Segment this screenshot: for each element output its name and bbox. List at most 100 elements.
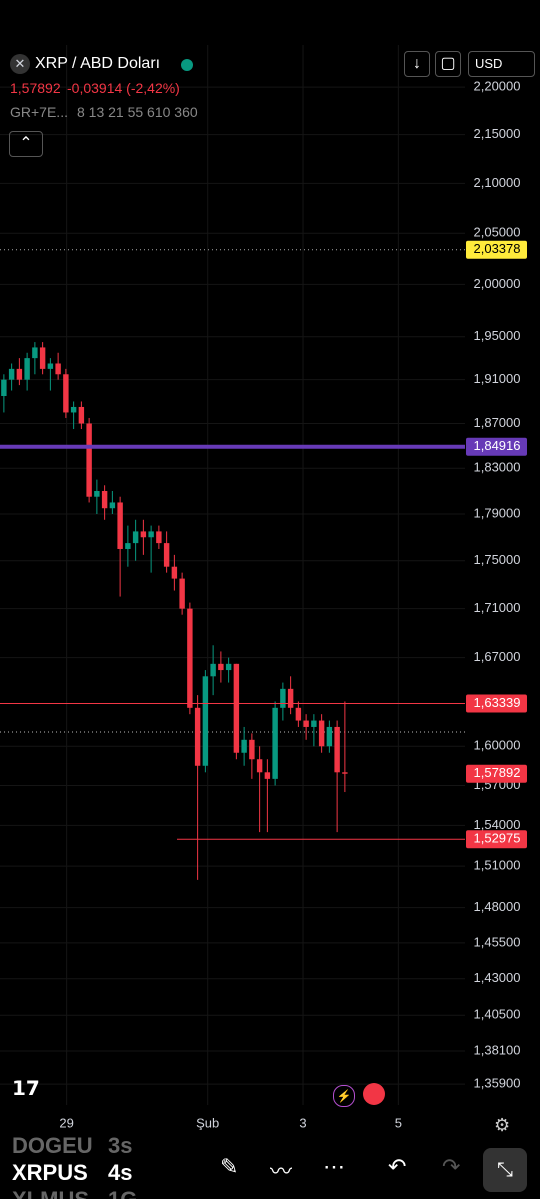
candle-body [148,531,154,538]
candle-body [94,490,100,497]
candle-body [70,406,77,413]
redo-button[interactable]: ↷ [442,1154,461,1179]
indicator-name: GR+7E... [10,104,68,120]
candle-body [156,531,162,544]
watchlist-interval[interactable]: 3s [108,1133,133,1158]
undo-button[interactable]: ↶ [388,1154,407,1179]
x-tick-label: 29 [59,1115,73,1130]
candle-body [171,566,178,579]
indicator-params: 8 13 21 55 610 360 [77,104,198,120]
status-dot [181,59,193,71]
y-tick-label: 1,79000 [474,505,521,520]
y-tick-label: 1,83000 [474,460,521,475]
fullscreen-button[interactable]: ▢ [435,51,461,77]
watchlist-symbol[interactable]: DOGEU [12,1133,93,1158]
symbol-title: XRP / ABD Doları [35,55,161,72]
x-tick-label: 3 [299,1115,306,1130]
currency: USD [475,56,503,71]
y-tick-label: 1,43000 [474,970,521,985]
y-tick-label: 1,45500 [474,934,521,949]
candle-body [63,374,69,413]
candle-body [249,739,255,760]
price-label-bg [466,830,527,849]
candle-body [194,707,201,766]
price-label: 1,52975 [474,831,521,846]
x-tick-label: Şub [196,1115,219,1130]
y-tick-label: 1,38100 [474,1042,521,1057]
y-tick-label: 1,87000 [474,415,521,430]
exit-fullscreen[interactable]: ⤡ [483,1148,527,1192]
candle-body [225,663,232,671]
candle-body [125,543,131,549]
trend-tool[interactable]: 〰 [270,1159,293,1184]
price-change: -0,03914 (-2,42%) [67,80,180,96]
watchlist-interval[interactable]: 4s [108,1160,133,1185]
y-tick-label: 2,15000 [474,126,521,141]
currency-select[interactable]: USD [468,51,535,77]
candle-body [140,531,147,538]
candle-body [326,726,333,747]
candle-body [202,676,209,766]
close-button[interactable]: ✕ [10,54,30,74]
price-label: 1,63339 [474,695,521,710]
candle-body [287,688,294,708]
y-tick-label: 2,10000 [474,175,521,190]
y-tick-label: 1,95000 [474,328,521,343]
price-label-bg [466,694,527,713]
chart: 2,20000 2,15000 2,10000 2,05000 2,00000 1,950… [0,45,527,1130]
y-tick-label: 1,67000 [474,649,521,664]
logo: 𝟭𝟳 [12,1078,40,1100]
event-icon[interactable]: ⚡ [333,1085,355,1107]
candle-body [8,368,15,380]
y-tick-label: 1,71000 [474,600,521,615]
watchlist-symbol[interactable]: XRPUS [12,1160,88,1185]
candle-body [1,379,7,397]
price-label-bg [466,437,527,456]
download-button[interactable]: ↓ [404,51,430,77]
y-tick-label: 1,60000 [474,738,521,753]
draw-tool[interactable]: ✎ [220,1154,239,1179]
candle-body [280,688,286,708]
candle-body [218,663,224,671]
price-label: 2,03378 [474,241,521,256]
flag-icon[interactable] [363,1083,385,1105]
y-tick-label: 1,35900 [474,1076,521,1091]
y-tick-label: 2,20000 [474,79,521,94]
candle-body [16,368,23,380]
collapse-button[interactable]: ⌃ [9,131,43,157]
candle-body [117,502,123,549]
candle-body [39,347,46,369]
candle-body [311,720,317,727]
y-tick-label: 1,51000 [474,858,521,873]
candle-body [24,358,30,380]
candle-body [187,608,193,708]
settings-icon[interactable]: ⚙ [494,1115,511,1135]
candle-body [210,663,216,677]
candle-body [342,772,348,774]
y-tick-label: 2,00000 [474,276,521,291]
y-tick-label: 1,75000 [474,552,521,567]
candle-body [32,347,38,359]
candle-body [303,720,309,727]
candle-body [132,531,139,544]
x-tick-label: 5 [395,1115,402,1130]
more-button[interactable]: ⋯ [323,1154,345,1179]
y-tick-label: 1,40500 [474,1007,521,1022]
candle-body [86,423,92,497]
watchlist-interval[interactable]: 1G [108,1187,137,1199]
y-tick-label: 1,91000 [474,371,521,386]
price-label-bg [466,240,527,259]
candle-body [179,578,185,609]
price-label-bg [466,764,527,783]
candle-body [272,707,278,779]
y-tick-label: 2,05000 [474,225,521,240]
watchlist-symbol[interactable]: XLMUS [12,1187,89,1199]
candle-body [47,363,54,369]
candle-body [109,502,116,509]
candle-body [55,363,61,375]
candle-body [264,772,271,779]
candle-body [78,406,85,424]
candle-body [256,759,263,773]
candle-body [101,490,108,509]
price-label: 1,84916 [474,438,521,453]
